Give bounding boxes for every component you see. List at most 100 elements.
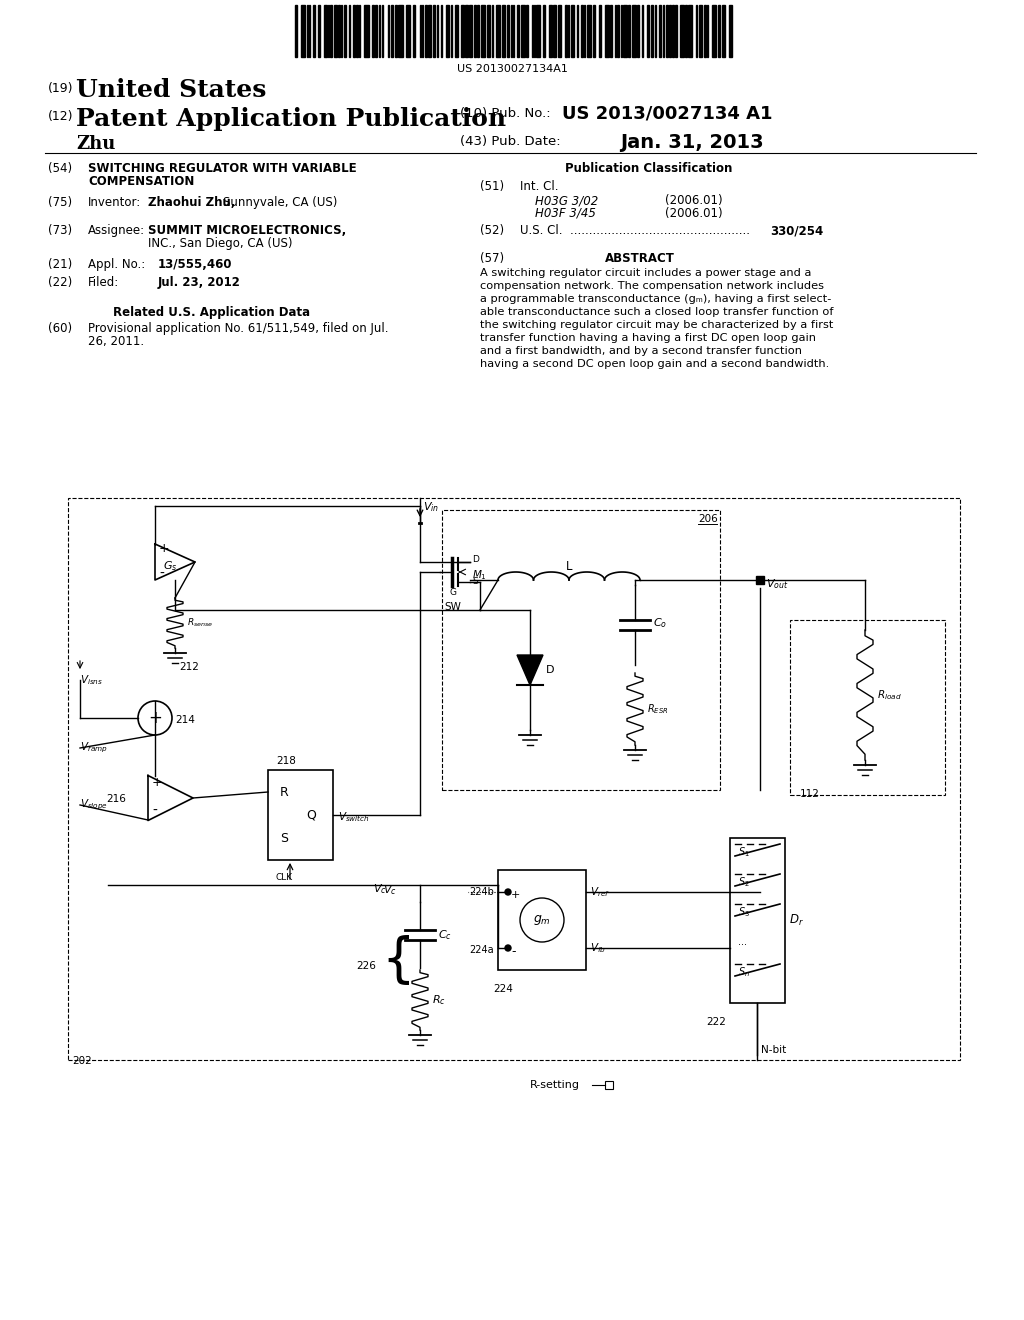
Bar: [571, 5, 574, 57]
Bar: [705, 5, 707, 57]
Bar: [536, 5, 540, 57]
Bar: [526, 5, 528, 57]
Bar: [605, 1081, 613, 1089]
Bar: [68, 498, 961, 1060]
Text: $R_{ESR}$: $R_{ESR}$: [647, 702, 669, 715]
Bar: [513, 5, 514, 57]
Bar: [756, 576, 764, 583]
Text: -: -: [159, 568, 164, 581]
Bar: [388, 5, 389, 57]
Text: US 2013/0027134 A1: US 2013/0027134 A1: [562, 104, 772, 121]
Text: D: D: [546, 665, 555, 675]
Text: Zhaohui Zhu,: Zhaohui Zhu,: [148, 195, 236, 209]
Bar: [382, 5, 383, 57]
Bar: [567, 5, 568, 57]
Text: and a first bandwidth, and by a second transfer function: and a first bandwidth, and by a second t…: [480, 346, 802, 356]
Bar: [593, 5, 595, 57]
Bar: [493, 5, 494, 57]
Bar: [558, 5, 561, 57]
Bar: [398, 5, 402, 57]
Bar: [698, 5, 702, 57]
Bar: [718, 5, 720, 57]
Text: R-setting: R-setting: [530, 1080, 580, 1090]
Bar: [669, 5, 671, 57]
Text: $V_{in}$: $V_{in}$: [423, 500, 439, 513]
Text: +: +: [159, 541, 170, 554]
Text: $G_s$: $G_s$: [163, 560, 177, 573]
Bar: [680, 5, 684, 57]
Bar: [436, 5, 438, 57]
Bar: [359, 5, 360, 57]
Bar: [553, 5, 556, 57]
Text: Related U.S. Application Data: Related U.S. Application Data: [113, 306, 310, 319]
Bar: [486, 5, 489, 57]
Bar: [708, 5, 709, 57]
Bar: [624, 5, 628, 57]
Text: 214: 214: [175, 715, 195, 725]
Text: (73): (73): [48, 224, 72, 238]
Text: -: -: [511, 945, 515, 958]
Text: $S_3$: $S_3$: [738, 906, 750, 919]
Bar: [655, 5, 656, 57]
Bar: [610, 5, 612, 57]
Bar: [391, 5, 393, 57]
Text: Zhu: Zhu: [76, 135, 116, 153]
Text: $C_c$: $C_c$: [438, 928, 452, 942]
Text: Sunnyvale, CA (US): Sunnyvale, CA (US): [223, 195, 337, 209]
Circle shape: [505, 888, 511, 895]
Bar: [451, 5, 452, 57]
Text: INC., San Diego, CA (US): INC., San Diego, CA (US): [148, 238, 293, 249]
Bar: [564, 5, 566, 57]
Bar: [324, 5, 327, 57]
Text: 216: 216: [106, 795, 126, 804]
Bar: [651, 5, 653, 57]
Text: $V_{isns}$: $V_{isns}$: [80, 673, 103, 686]
Text: +: +: [152, 776, 163, 789]
Bar: [584, 5, 585, 57]
Text: S: S: [280, 832, 288, 845]
Text: $C_o$: $C_o$: [653, 616, 668, 630]
Text: $V_{fb}$: $V_{fb}$: [590, 941, 606, 954]
Text: SUMMIT MICROELECTRONICS,: SUMMIT MICROELECTRONICS,: [148, 224, 346, 238]
Text: +: +: [511, 890, 520, 900]
Bar: [477, 5, 479, 57]
Bar: [330, 5, 333, 57]
Text: compensation network. The compensation network includes: compensation network. The compensation n…: [480, 281, 824, 290]
Bar: [534, 5, 535, 57]
Text: $R_{load}$: $R_{load}$: [877, 688, 902, 702]
Text: $M_1$: $M_1$: [472, 568, 487, 582]
Bar: [621, 5, 622, 57]
Text: H03G 3/02: H03G 3/02: [535, 194, 598, 207]
Bar: [521, 5, 525, 57]
Text: (10) Pub. No.:: (10) Pub. No.:: [460, 107, 551, 120]
Text: 206: 206: [698, 513, 718, 524]
Text: 218: 218: [276, 756, 296, 766]
Text: D: D: [472, 554, 479, 564]
Text: +: +: [148, 709, 162, 727]
Text: {: {: [381, 935, 415, 987]
Text: Filed:: Filed:: [88, 276, 119, 289]
Bar: [313, 5, 315, 57]
Bar: [301, 5, 304, 57]
Bar: [318, 5, 319, 57]
Bar: [441, 5, 442, 57]
Bar: [730, 838, 785, 1003]
Text: US 20130027134A1: US 20130027134A1: [457, 63, 567, 74]
Text: ...: ...: [738, 937, 746, 946]
Bar: [395, 5, 397, 57]
Text: a programmable transconductance (gₘ), having a first select-: a programmable transconductance (gₘ), ha…: [480, 294, 831, 304]
Text: (51): (51): [480, 180, 504, 193]
Bar: [425, 5, 427, 57]
Bar: [695, 5, 696, 57]
Bar: [469, 5, 472, 57]
Text: having a second DC open loop gain and a second bandwidth.: having a second DC open loop gain and a …: [480, 359, 829, 370]
Text: $S_n$: $S_n$: [738, 965, 750, 979]
Bar: [352, 5, 354, 57]
Bar: [599, 5, 601, 57]
Text: United States: United States: [76, 78, 266, 102]
Bar: [498, 870, 586, 970]
Bar: [375, 5, 377, 57]
Text: 222: 222: [707, 1016, 726, 1027]
Bar: [663, 5, 664, 57]
Text: $D_r$: $D_r$: [790, 912, 804, 928]
